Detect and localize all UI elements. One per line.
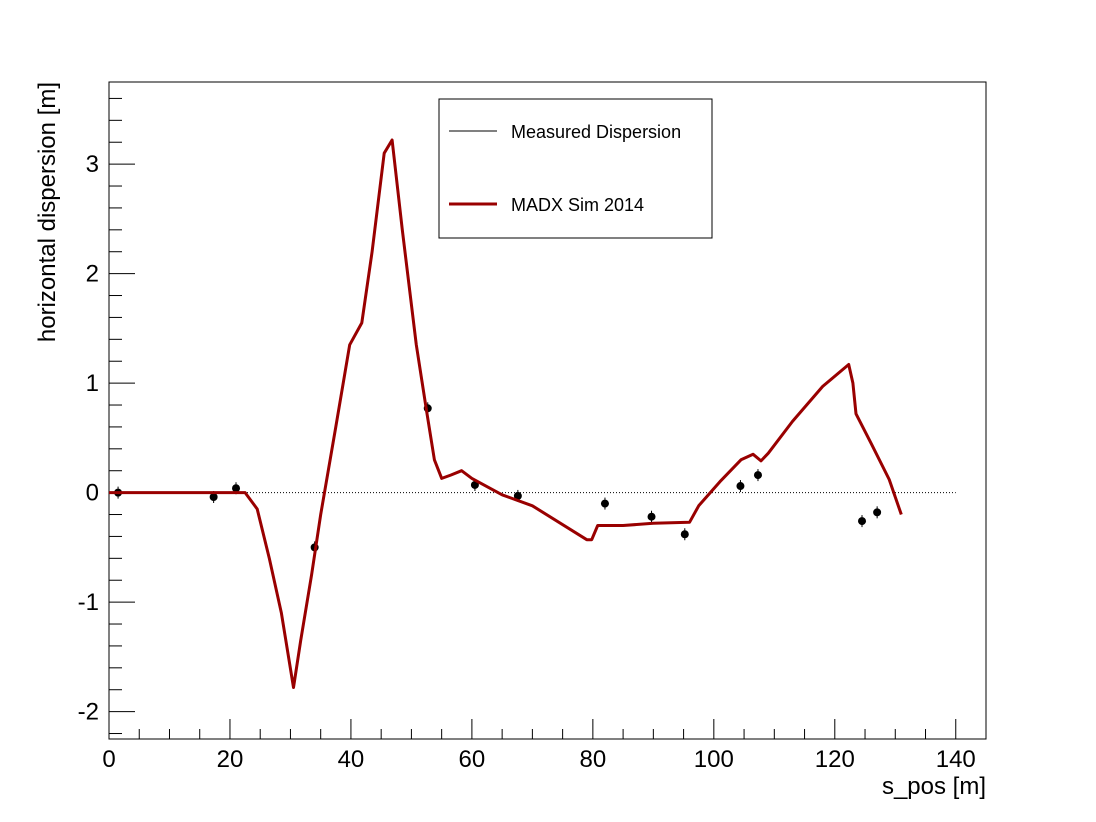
measured-point [600,499,609,508]
measured-point [513,491,522,500]
x-tick-label: 20 [217,746,244,773]
plot-series [109,138,903,689]
measured-point [736,482,745,491]
legend-label-measured: Measured Dispersion [511,122,681,142]
measured-point [873,508,882,517]
y-tick-label: -2 [78,699,99,726]
measured-point [470,480,479,489]
legend-label-madx: MADX Sim 2014 [511,195,644,215]
axes [108,81,987,740]
x-tick-label: 40 [338,746,365,773]
madx-sim-line [109,138,903,689]
x-axis-title: s_pos [m] [882,773,986,800]
measured-point [753,471,762,480]
x-tick-label: 120 [815,746,855,773]
legend: Measured Dispersion MADX Sim 2014 [438,98,713,239]
y-tick-label: 0 [86,480,99,507]
x-tick-label: 100 [694,746,734,773]
x-tick-label: 140 [936,746,976,773]
x-tick-label: 0 [102,746,115,773]
tick-labels: 0 20 40 60 80 100 120 140 -2 -1 0 1 2 3 [78,151,976,773]
x-tick-label: 60 [459,746,486,773]
x-tick-label: 80 [580,746,607,773]
legend-box [438,98,713,239]
y-tick-label: -1 [78,589,99,616]
y-axis-title: horizontal dispersion [m] [34,82,61,342]
y-tick-label: 3 [86,151,99,178]
measured-point [858,517,867,526]
measured-point [647,512,656,521]
plot-frame [108,81,987,740]
y-tick-label: 1 [86,370,99,397]
measured-point [680,530,689,539]
measured-point [209,493,218,502]
measured-point [232,484,241,493]
y-tick-label: 2 [86,261,99,288]
